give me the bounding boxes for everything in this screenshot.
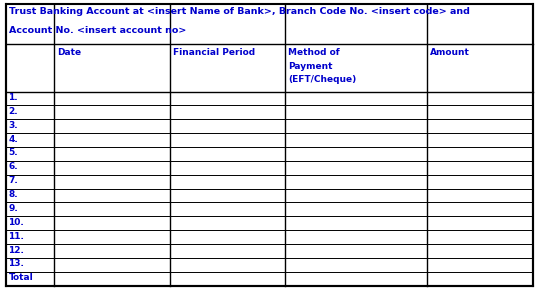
Text: (EFT/Cheque): (EFT/Cheque): [288, 75, 356, 84]
Text: Payment: Payment: [288, 61, 333, 70]
Text: 6.: 6.: [9, 162, 18, 171]
Text: Total: Total: [9, 273, 33, 282]
Text: 7.: 7.: [9, 176, 18, 185]
Text: 11.: 11.: [9, 232, 24, 241]
Text: 13.: 13.: [9, 260, 24, 269]
Text: Trust Banking Account at <insert Name of Bank>, Branch Code No. <insert code> an: Trust Banking Account at <insert Name of…: [10, 7, 471, 16]
Text: 4.: 4.: [9, 135, 18, 144]
Text: Date: Date: [57, 48, 81, 57]
Text: 1.: 1.: [9, 93, 18, 102]
Text: Method of: Method of: [288, 48, 340, 57]
Text: Financial Period: Financial Period: [172, 48, 254, 57]
Text: Account No. <insert account no>: Account No. <insert account no>: [10, 26, 187, 35]
Text: 10.: 10.: [9, 218, 24, 227]
Text: 9.: 9.: [9, 204, 18, 213]
Text: 12.: 12.: [9, 246, 24, 255]
Text: Amount: Amount: [430, 48, 470, 57]
Text: 2.: 2.: [9, 107, 18, 116]
Text: 3.: 3.: [9, 121, 18, 130]
Text: 5.: 5.: [9, 148, 18, 157]
Text: 8.: 8.: [9, 190, 18, 199]
